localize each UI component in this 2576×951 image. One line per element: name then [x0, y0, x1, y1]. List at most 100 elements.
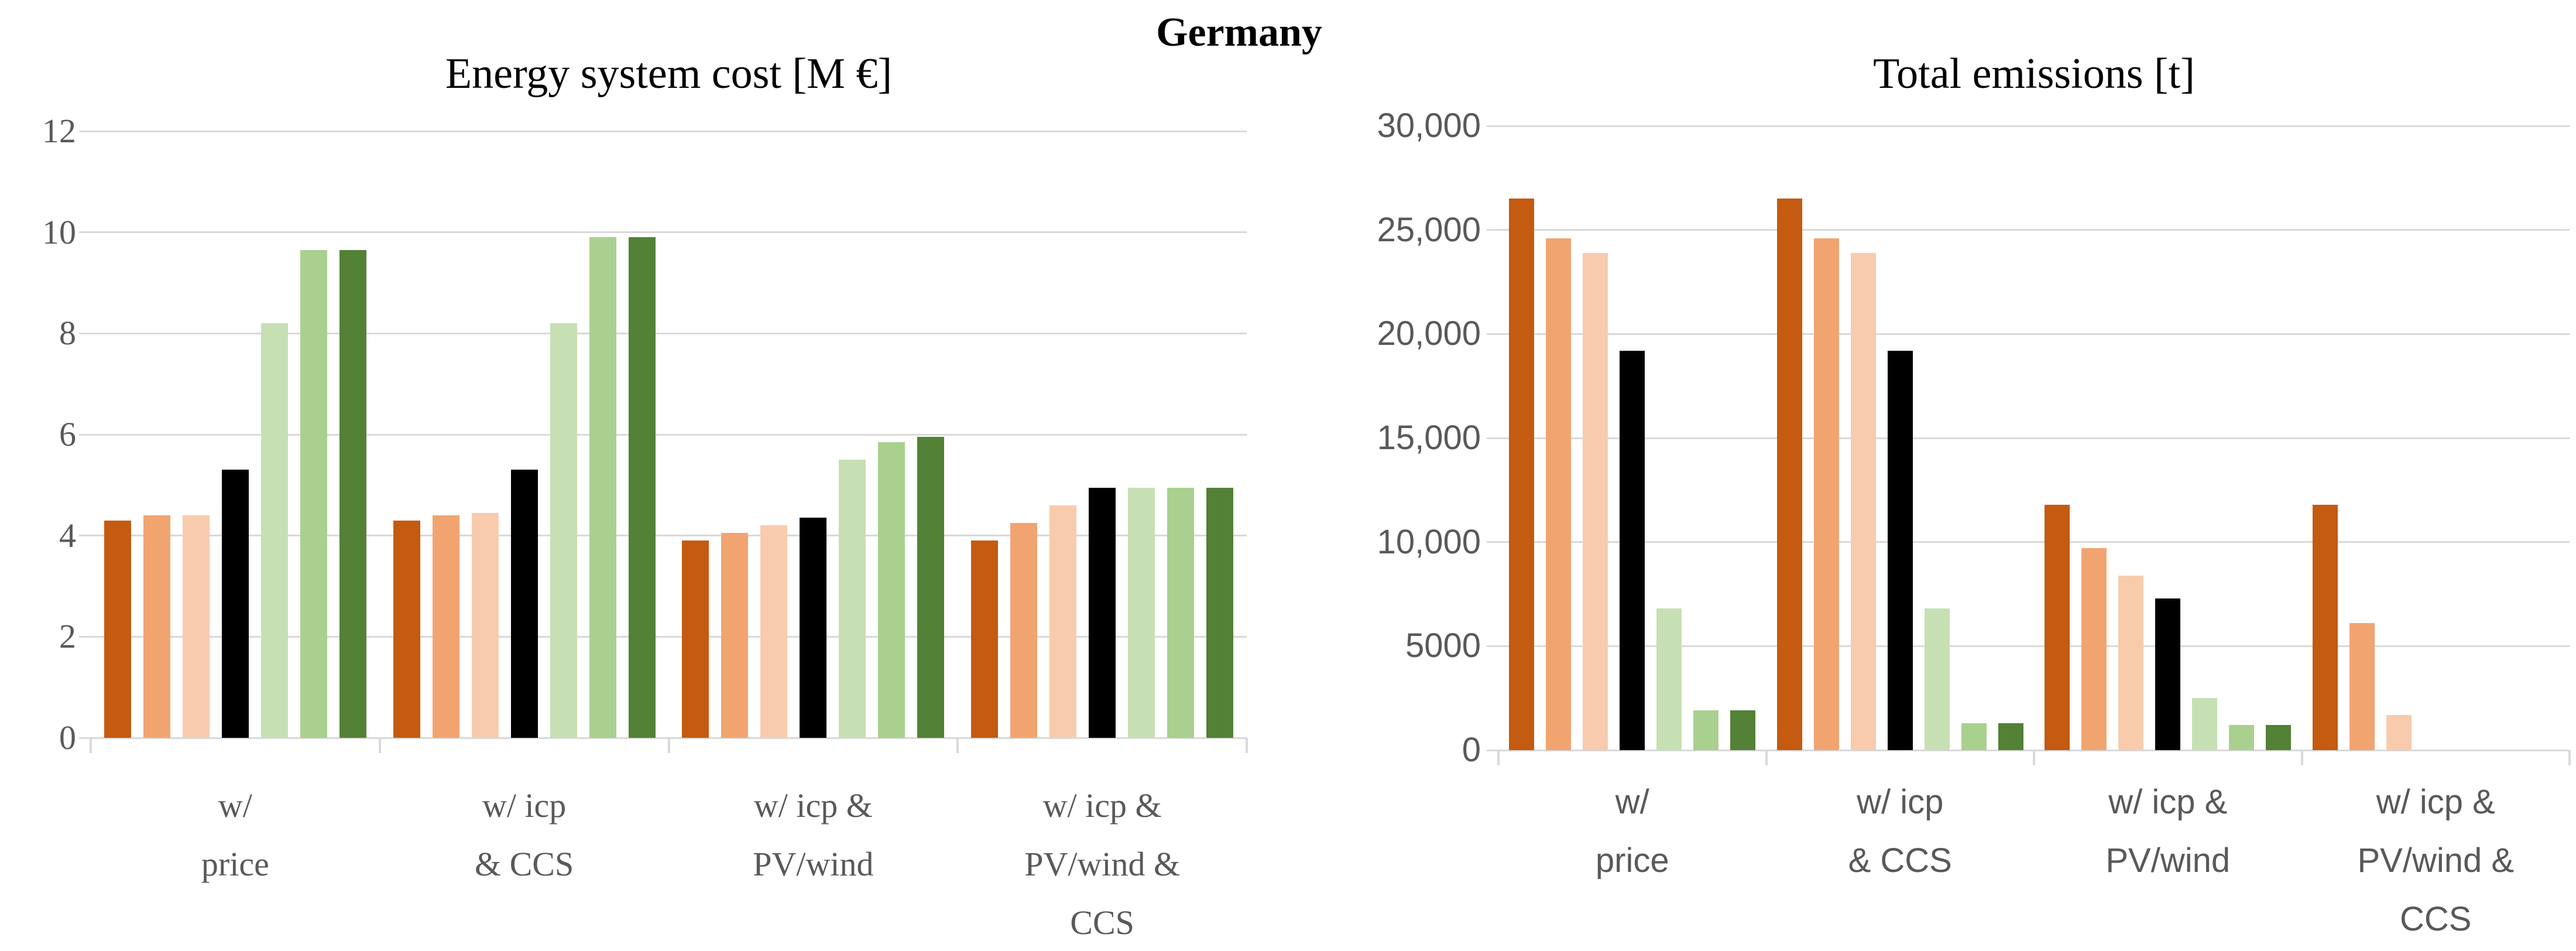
gridline: [1487, 749, 2570, 751]
x-axis-tick: [90, 738, 92, 753]
y-axis-tick-label: 4: [59, 516, 76, 555]
bar-series-1: [971, 541, 999, 738]
bar-series-7: [1998, 723, 2023, 750]
bar-series-7: [339, 250, 366, 738]
bar-series-2: [143, 515, 170, 738]
x-axis-tick: [1765, 750, 1768, 765]
bar-series-3: [1583, 253, 1608, 750]
gridline: [79, 635, 1247, 638]
x-axis-category-label: w/ icp & CCS: [380, 776, 669, 894]
gridline: [79, 737, 1247, 739]
y-axis-tick-label: 8: [59, 314, 76, 353]
gridline: [1487, 125, 2570, 127]
bar-series-1: [104, 521, 131, 738]
bar-series-7: [628, 237, 656, 738]
gridline: [1487, 645, 2570, 647]
gridline: [1487, 541, 2570, 543]
x-axis-tick: [1497, 750, 1500, 765]
x-axis-category-label-line: w/: [218, 786, 252, 825]
x-axis-tick: [378, 738, 381, 753]
y-axis-tick-label: 12: [42, 112, 76, 150]
bar-series-1: [1776, 199, 1802, 750]
bar-series-1: [393, 521, 420, 738]
x-axis-category-label-line: PV/wind: [2105, 841, 2231, 880]
x-axis-tick: [2033, 750, 2035, 765]
bar-series-6: [878, 442, 905, 738]
gridline: [79, 332, 1247, 334]
x-axis-category-label: w/ icp & PV/wind & CCS: [958, 776, 1247, 951]
bar-series-6: [1693, 710, 1719, 750]
bar-series-2: [1010, 523, 1038, 738]
bar-group: [1498, 126, 1767, 750]
x-axis-category-label-line: w/: [1615, 783, 1649, 821]
bar-series-7: [2266, 725, 2292, 750]
bar-series-2: [432, 515, 459, 738]
bar-series-4: [1887, 351, 1913, 750]
bar-series-1: [2312, 505, 2338, 750]
bar-group: [2302, 126, 2570, 750]
bar-series-4: [510, 470, 538, 738]
x-axis-category-label-line: price: [201, 845, 269, 883]
figure-title: Germany: [1156, 10, 1322, 55]
bar-series-5: [260, 323, 288, 738]
bar-series-3: [1850, 253, 1876, 750]
bar-series-2: [2081, 548, 2107, 750]
bar-series-6: [300, 250, 327, 738]
gridline: [79, 231, 1247, 234]
x-axis-category-label: w/price: [1498, 773, 1767, 890]
gridline: [1487, 333, 2570, 335]
gridline: [79, 535, 1247, 537]
bar-series-6: [589, 237, 616, 738]
x-axis-category-label: w/ icp & PV/wind: [2034, 773, 2302, 890]
bar-series-5: [839, 460, 866, 738]
bar-series-5: [2192, 698, 2218, 750]
x-axis-category-label-line: & CCS: [1848, 841, 1952, 880]
gridline: [79, 130, 1247, 132]
bar-series-7: [917, 437, 945, 738]
x-axis-category-label-line: price: [1595, 841, 1669, 880]
x-axis-category-label-line: w/ icp: [1857, 783, 1944, 821]
gridline: [1487, 437, 2570, 439]
x-axis-category-label-line: CCS: [1070, 904, 1134, 942]
bar-series-4: [800, 518, 827, 738]
chart-title: Total emissions [t]: [1873, 50, 2195, 98]
bar-series-3: [1049, 505, 1077, 738]
y-axis-tick-label: 25,000: [1377, 210, 1481, 249]
bar-series-5: [550, 323, 577, 738]
bar-series-6: [1961, 723, 1987, 750]
bar-group: [1767, 126, 2035, 750]
x-axis-tick: [2300, 750, 2303, 765]
total-emissions-chart: Total emissions [t] 30,000 25,000 20,000 15…: [1264, 0, 2576, 951]
y-axis-tick-label: 10: [42, 213, 76, 251]
bar-series-5: [1656, 608, 1682, 750]
gridline: [1487, 229, 2570, 231]
y-axis-tick-label: 2: [59, 617, 76, 656]
y-axis-tick-label: 15,000: [1377, 419, 1481, 457]
bar-series-2: [721, 533, 749, 738]
bar-series-5: [1128, 488, 1155, 738]
x-axis-category-label-line: & CCS: [475, 845, 574, 883]
x-axis-category-label-line: PV/wind: [753, 845, 874, 883]
energy-system-cost-chart: Energy system cost [M €] 12 10 8 6 4 2 0 w/pric…: [0, 0, 1264, 951]
x-axis-category-label-line: PV/wind &: [1024, 845, 1181, 883]
x-axis-category-label: w/ icp & PV/wind & CCS: [2302, 773, 2570, 949]
bar-group: [958, 131, 1247, 738]
bar-series-1: [682, 541, 709, 738]
x-axis-category-label: w/ icp & PV/wind: [669, 776, 958, 894]
x-axis-category-label-line: w/ icp &: [1042, 786, 1162, 825]
y-axis-tick-label: 6: [59, 415, 76, 453]
bar-series-3: [2386, 715, 2412, 750]
bar-series-3: [2118, 576, 2144, 750]
bar-group: [669, 131, 958, 738]
y-axis-tick-label: 10,000: [1377, 522, 1481, 561]
bar-series-2: [2349, 623, 2375, 750]
y-axis-tick-label: 20,000: [1377, 314, 1481, 353]
y-axis-tick-label: 0: [1462, 731, 1481, 769]
bar-series-7: [1206, 488, 1234, 738]
x-axis-category-label: w/price: [91, 776, 380, 894]
bar-series-4: [2155, 598, 2181, 750]
bar-group: [380, 131, 669, 738]
x-axis-tick: [956, 738, 959, 753]
x-axis-category-label-line: w/ icp &: [753, 786, 873, 825]
